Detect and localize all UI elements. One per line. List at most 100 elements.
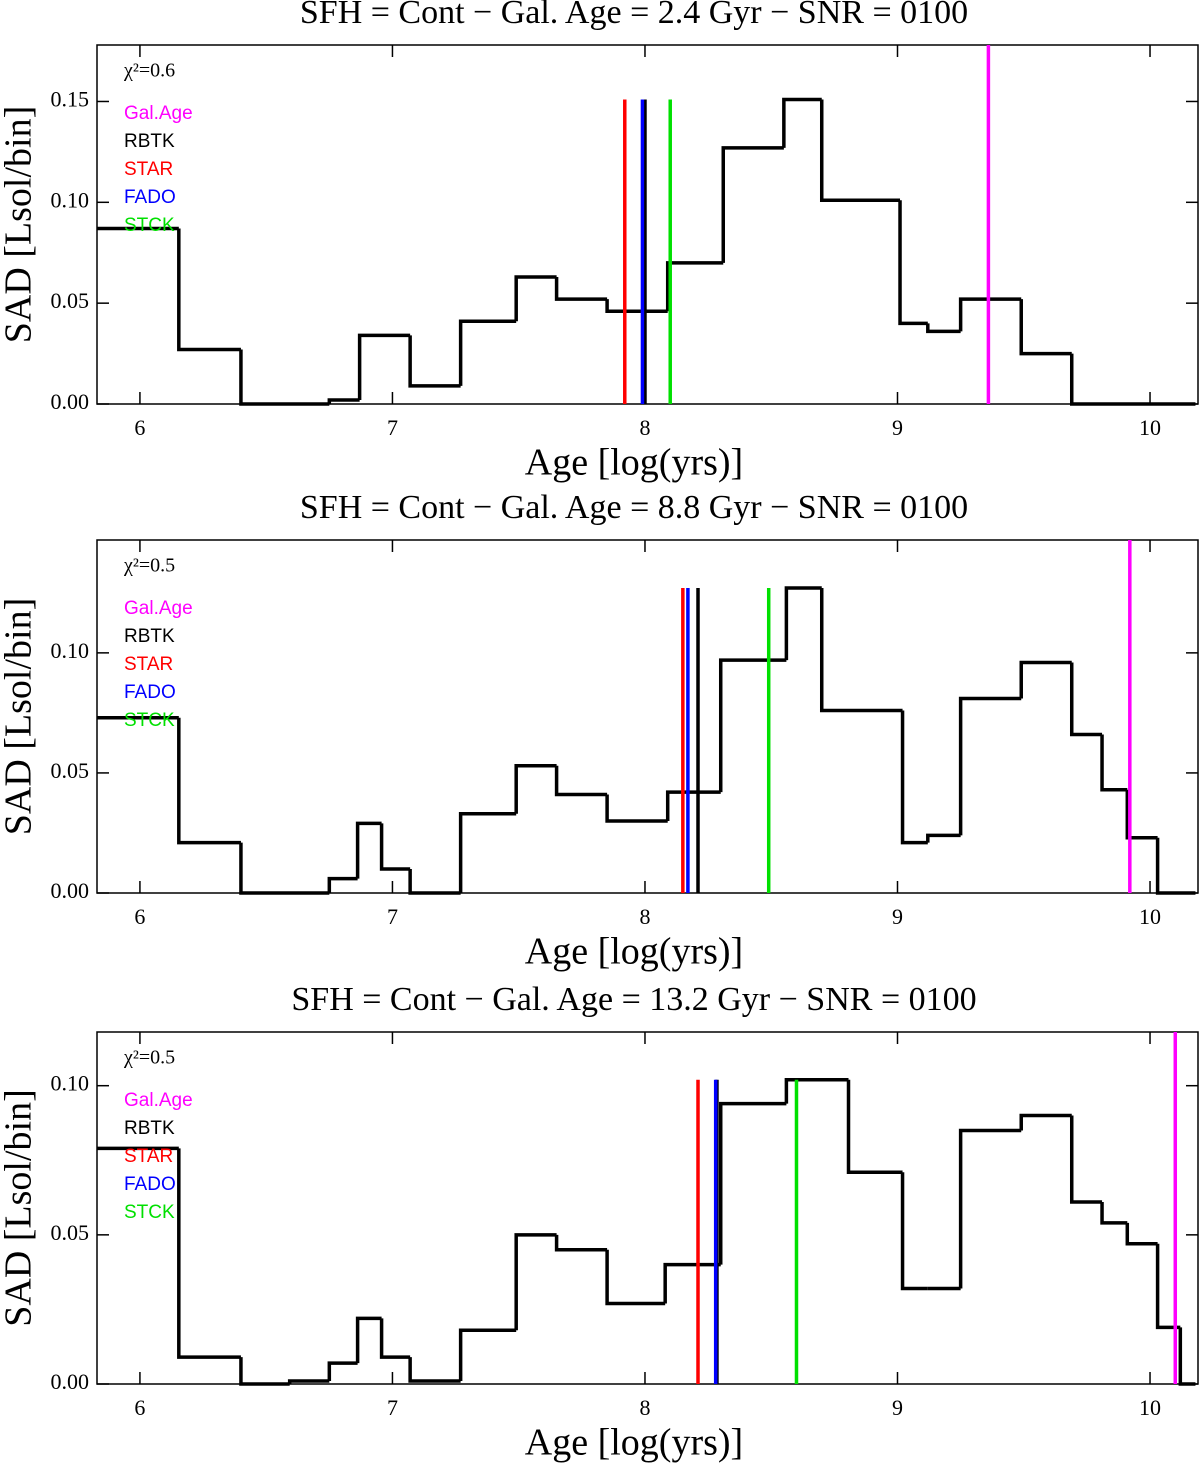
legend-entry: STAR — [124, 1146, 173, 1167]
chart-title: SFH = Cont − Gal. Age = 2.4 Gyr − SNR = … — [300, 0, 968, 31]
x-tick-label: 9 — [892, 1395, 903, 1420]
histogram-step — [554, 276, 608, 301]
chart-title: SFH = Cont − Gal. Age = 13.2 Gyr − SNR =… — [291, 981, 976, 1018]
histogram-step — [900, 710, 928, 845]
plot-frame — [96, 539, 1199, 894]
histogram-step — [1125, 1222, 1158, 1246]
histogram-step — [458, 812, 517, 893]
histogram-step — [239, 1357, 290, 1386]
x-tick-label: 8 — [639, 1395, 650, 1420]
histogram-step — [379, 823, 411, 871]
chi-square-label: χ²=0.6 — [123, 60, 175, 82]
x-tick-label: 8 — [639, 904, 650, 929]
plot-frame — [96, 1031, 1199, 1385]
x-tick-label: 6 — [134, 1395, 145, 1420]
histogram-step — [1069, 1115, 1103, 1204]
y-tick-label: 0.05 — [51, 288, 90, 313]
y-tick-label: 0.10 — [51, 638, 90, 663]
y-tick-label: 0.00 — [51, 1369, 90, 1394]
y-tick-label: 0.00 — [51, 878, 90, 903]
y-axis-label: SAD [Lsol/bin] — [0, 106, 40, 344]
histogram-step — [327, 876, 358, 893]
histogram-step — [408, 335, 461, 388]
histogram-step — [958, 297, 1022, 332]
y-tick-label: 0.15 — [51, 87, 90, 112]
legend-entry: FADO — [124, 682, 176, 703]
histogram-step — [1125, 789, 1158, 840]
legend-entry: STAR — [124, 654, 173, 675]
histogram-step — [605, 794, 668, 823]
y-axis-label: SAD [Lsol/bin] — [0, 1089, 40, 1327]
histogram-step — [458, 319, 517, 386]
histogram-step — [782, 97, 822, 148]
chi-square-label: χ²=0.5 — [123, 555, 175, 577]
histogram-step — [900, 1172, 928, 1291]
histogram-step — [665, 261, 724, 312]
x-tick-label: 6 — [134, 415, 145, 440]
histogram-step — [177, 717, 241, 845]
chart-title: SFH = Cont − Gal. Age = 8.8 Gyr − SNR = … — [300, 489, 968, 526]
y-tick-label: 0.05 — [51, 758, 90, 783]
histogram-step — [1019, 660, 1072, 699]
x-axis-label: Age [log(yrs)] — [525, 1422, 743, 1464]
y-tick-label: 0.10 — [51, 1071, 90, 1096]
histogram-step — [1100, 734, 1128, 792]
histogram-step — [926, 323, 961, 334]
histogram-step — [357, 333, 411, 400]
histogram-step — [718, 1101, 787, 1265]
histogram-step — [926, 833, 961, 843]
legend-entry: FADO — [124, 1174, 176, 1195]
histogram-step — [379, 1318, 411, 1359]
x-tick-label: 10 — [1139, 904, 1161, 929]
histogram-step — [355, 1316, 382, 1364]
histogram-step — [408, 1357, 461, 1383]
histogram-step — [1178, 1327, 1196, 1386]
histogram-step — [458, 1328, 517, 1382]
histogram-step — [819, 99, 901, 203]
x-tick-label: 7 — [387, 1395, 398, 1420]
x-tick-label: 6 — [134, 904, 145, 929]
histogram-step — [408, 868, 461, 895]
histogram-step — [605, 1249, 666, 1306]
x-tick-label: 8 — [639, 415, 650, 440]
histogram-step — [554, 765, 608, 797]
x-tick-label: 9 — [892, 415, 903, 440]
y-axis-label: SAD [Lsol/bin] — [0, 598, 40, 836]
legend-entry: FADO — [124, 187, 176, 208]
histogram-step — [327, 398, 360, 404]
histogram-step — [663, 1262, 721, 1304]
histogram-step — [958, 696, 1022, 836]
x-tick-label: 9 — [892, 904, 903, 929]
histogram-step — [287, 1379, 330, 1384]
legend-entry: Gal.Age — [124, 103, 193, 124]
histogram-step — [514, 763, 557, 814]
legend-entry: Gal.Age — [124, 1090, 193, 1111]
histogram-step — [605, 299, 668, 313]
histogram-step — [784, 1077, 849, 1104]
legend-entry: STAR — [124, 159, 173, 180]
histogram-step — [1100, 1202, 1128, 1225]
legend-entry: STCK — [124, 1202, 175, 1223]
histogram-step — [1019, 1113, 1072, 1131]
legend-entry: RBTK — [124, 1118, 175, 1139]
histogram-step — [898, 200, 928, 326]
histogram-step — [177, 1148, 241, 1359]
histogram-step — [721, 146, 784, 263]
legend-entry: STCK — [124, 215, 175, 236]
x-tick-label: 10 — [1139, 415, 1161, 440]
histogram-step — [177, 228, 241, 352]
x-axis-label: Age [log(yrs)] — [525, 442, 743, 484]
histogram-step — [514, 1233, 557, 1331]
histogram-step — [514, 275, 557, 322]
y-tick-label: 0.00 — [51, 389, 90, 414]
histogram-step — [846, 1079, 903, 1174]
histogram-step — [554, 1234, 608, 1252]
chi-square-label: χ²=0.5 — [123, 1047, 175, 1069]
plot-frame — [96, 44, 1199, 405]
histogram-step — [1069, 662, 1103, 737]
histogram-step — [665, 790, 721, 821]
y-tick-label: 0.05 — [51, 1220, 90, 1245]
histogram-step — [819, 588, 903, 713]
histogram-step — [958, 1128, 1022, 1289]
